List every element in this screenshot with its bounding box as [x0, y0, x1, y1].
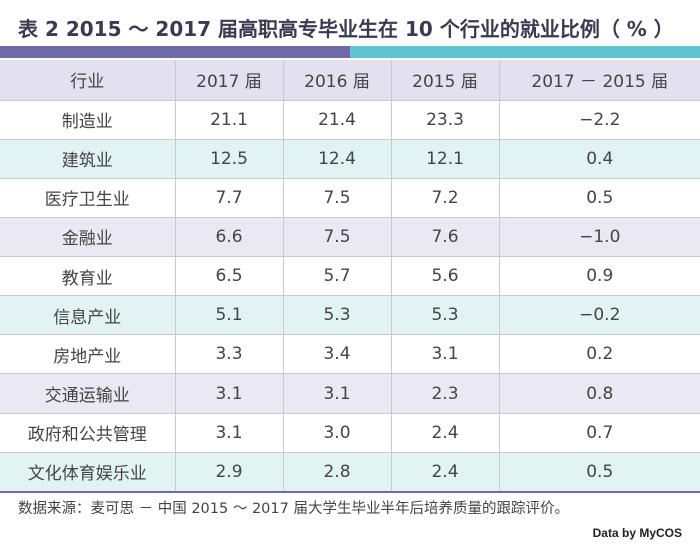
title-underline-bar	[0, 46, 700, 58]
cell-change: 0.8	[499, 373, 700, 414]
table-row: 信息产业 5.1 5.3 5.3 −0.2	[0, 295, 700, 336]
cell-change: 0.9	[499, 256, 700, 297]
cell-2017: 6.5	[175, 256, 284, 297]
cell-change: 0.5	[499, 452, 700, 493]
cell-industry: 金融业	[0, 217, 176, 258]
table-title: 表 2 2015 ～ 2017 届高职高专毕业生在 10 个行业的就业比例（ %…	[18, 17, 674, 41]
table-row: 文化体育娱乐业 2.9 2.8 2.4 0.5	[0, 452, 700, 493]
table-row: 教育业 6.5 5.7 5.6 0.9	[0, 256, 700, 297]
cell-2016: 3.1	[283, 373, 392, 414]
cell-2017: 3.1	[175, 413, 284, 453]
cell-2016: 7.5	[283, 178, 392, 218]
table-row: 制造业 21.1 21.4 23.3 −2.2	[0, 100, 700, 140]
table-row: 医疗卫生业 7.7 7.5 7.2 0.5	[0, 178, 700, 218]
brand-logo-text: Data by MyCOS	[592, 526, 682, 540]
cell-industry: 建筑业	[0, 139, 176, 179]
cell-2015: 7.2	[391, 178, 500, 218]
header-2015: 2015 届	[391, 60, 500, 101]
header-2016: 2016 届	[283, 60, 392, 101]
cell-change: −2.2	[499, 100, 700, 140]
cell-2017: 5.1	[175, 295, 284, 336]
cell-industry: 信息产业	[0, 295, 176, 336]
cell-change: −0.2	[499, 295, 700, 336]
cell-change: 0.5	[499, 178, 700, 218]
cell-2017: 7.7	[175, 178, 284, 218]
cell-2017: 21.1	[175, 100, 284, 140]
cell-2017: 2.9	[175, 452, 284, 493]
header-industry: 行业	[0, 60, 176, 101]
cell-2017: 3.1	[175, 373, 284, 414]
cell-industry: 交通运输业	[0, 373, 176, 414]
cell-industry: 房地产业	[0, 334, 176, 375]
cell-2016: 5.7	[283, 256, 392, 297]
cell-change: 0.4	[499, 139, 700, 179]
cell-2015: 2.3	[391, 373, 500, 414]
cell-2015: 2.4	[391, 452, 500, 493]
cell-industry: 教育业	[0, 256, 176, 297]
header-change: 2017 － 2015 届	[499, 60, 700, 101]
cell-industry: 文化体育娱乐业	[0, 452, 176, 493]
cell-industry: 制造业	[0, 100, 176, 140]
cell-change: 0.7	[499, 413, 700, 453]
cell-2015: 2.4	[391, 413, 500, 453]
table-header-row: 行业 2017 届 2016 届 2015 届 2017 － 2015 届	[0, 60, 700, 101]
cell-2016: 7.5	[283, 217, 392, 258]
cell-industry: 医疗卫生业	[0, 178, 176, 218]
cell-2016: 2.8	[283, 452, 392, 493]
header-2017: 2017 届	[175, 60, 284, 101]
cell-2015: 23.3	[391, 100, 500, 140]
cell-2017: 6.6	[175, 217, 284, 258]
cell-2017: 12.5	[175, 139, 284, 179]
table-row: 建筑业 12.5 12.4 12.1 0.4	[0, 139, 700, 179]
cell-2015: 7.6	[391, 217, 500, 258]
cell-2016: 3.4	[283, 334, 392, 375]
table-row: 交通运输业 3.1 3.1 2.3 0.8	[0, 373, 700, 414]
cell-2016: 12.4	[283, 139, 392, 179]
table-row: 金融业 6.6 7.5 7.6 −1.0	[0, 217, 700, 258]
table-row: 房地产业 3.3 3.4 3.1 0.2	[0, 334, 700, 375]
table-bottom-rule	[0, 491, 700, 493]
data-source-note: 数据来源：麦可思 － 中国 2015 ～ 2017 届大学生毕业半年后培养质量的…	[18, 501, 569, 517]
cell-2015: 5.3	[391, 295, 500, 336]
employment-ratio-table: 行业 2017 届 2016 届 2015 届 2017 － 2015 届 制造…	[0, 60, 700, 493]
cell-2015: 5.6	[391, 256, 500, 297]
cell-2016: 21.4	[283, 100, 392, 140]
cell-2015: 12.1	[391, 139, 500, 179]
cell-2017: 3.3	[175, 334, 284, 375]
title-bar-right-segment	[350, 46, 700, 58]
cell-2015: 3.1	[391, 334, 500, 375]
cell-industry: 政府和公共管理	[0, 413, 176, 453]
cell-change: 0.2	[499, 334, 700, 375]
cell-2016: 5.3	[283, 295, 392, 336]
title-bar-left-segment	[0, 46, 350, 58]
cell-change: −1.0	[499, 217, 700, 258]
table-row: 政府和公共管理 3.1 3.0 2.4 0.7	[0, 413, 700, 453]
cell-2016: 3.0	[283, 413, 392, 453]
